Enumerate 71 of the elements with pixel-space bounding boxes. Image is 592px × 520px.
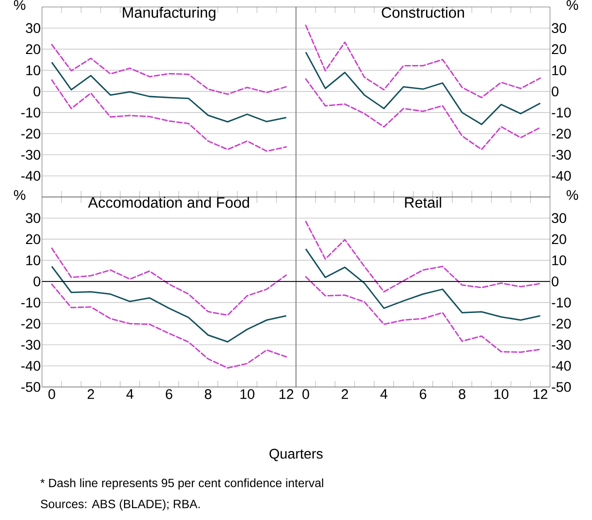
- y-tick-label: 0: [34, 276, 40, 286]
- y-axis-title: %: [14, 0, 26, 10]
- y-tick-label: 10: [26, 65, 40, 76]
- line-series: [305, 248, 541, 321]
- line-series: [51, 62, 287, 123]
- y-tick-label: 30: [552, 213, 566, 224]
- y-tick-label: -30: [552, 150, 571, 160]
- x-tick-label: 0: [302, 389, 310, 400]
- text: * Dash line represents 95 per cent confidence interval: [40, 478, 324, 490]
- y-tick-label: -40: [21, 360, 40, 371]
- y-tick-label: 30: [552, 23, 566, 34]
- line-series: [305, 51, 541, 126]
- x-tick-label: 4: [380, 389, 388, 399]
- x-tick-label: 0: [48, 389, 56, 400]
- x-tick-label: 6: [166, 389, 172, 400]
- y-tick-label: -10: [552, 108, 571, 118]
- y-tick-label: 10: [552, 255, 566, 266]
- y-tick-label: 0: [552, 86, 558, 96]
- y-tick-label: -20: [552, 318, 571, 329]
- line-series: [51, 79, 287, 152]
- x-axis-title: Quarters: [270, 448, 323, 462]
- y-tick-label: -10: [21, 298, 40, 308]
- x-tick-label: 2: [88, 389, 94, 399]
- y-tick-label: -20: [552, 128, 571, 139]
- line-series: [51, 44, 287, 95]
- line-series: [51, 266, 287, 343]
- y-tick-label: 20: [26, 44, 40, 54]
- y-tick-label: -40: [21, 170, 40, 181]
- chart-title: Accomodation and Food: [88, 196, 250, 208]
- line-series: [305, 276, 541, 353]
- y-tick-label: -30: [552, 340, 571, 350]
- source-note: Sources: ABS (BLADE); RBA.: [40, 499, 200, 511]
- line-series: [305, 24, 541, 98]
- x-tick-label: 8: [458, 389, 466, 400]
- line-series: [305, 220, 541, 292]
- x-tick-label: 10: [494, 389, 508, 400]
- y-tick-label: 10: [26, 255, 40, 266]
- line-series: [51, 283, 287, 369]
- y-axis-title: %: [14, 190, 26, 200]
- y-tick-label: -30: [21, 340, 40, 350]
- y-axis-title: %: [566, 0, 578, 10]
- y-tick-label: -10: [21, 108, 40, 118]
- y-tick-label: 20: [552, 44, 566, 54]
- y-tick-label: -30: [21, 150, 40, 160]
- y-tick-label: -50: [552, 382, 571, 392]
- chart-title: Construction: [382, 6, 464, 18]
- y-tick-label: -40: [552, 360, 571, 371]
- y-tick-label: -20: [21, 318, 40, 329]
- x-tick-label: 6: [420, 389, 426, 400]
- x-tick-label: 8: [204, 389, 212, 400]
- y-tick-label: 0: [34, 86, 40, 96]
- y-tick-label: 10: [552, 65, 566, 76]
- line-series: [51, 248, 287, 316]
- chart-title: Manufacturing: [122, 6, 216, 21]
- y-tick-label: 0: [552, 276, 558, 286]
- x-tick-label: 2: [342, 389, 348, 399]
- y-tick-label: -20: [21, 128, 40, 139]
- y-tick-label: 30: [26, 23, 40, 34]
- y-tick-label: -10: [552, 298, 571, 308]
- y-tick-label: 30: [26, 213, 40, 224]
- x-tick-label: 12: [534, 389, 548, 399]
- y-tick-label: 20: [552, 234, 566, 244]
- chart-title: Retail: [405, 196, 442, 208]
- y-tick-label: 20: [26, 234, 40, 244]
- y-tick-label: -50: [21, 382, 40, 392]
- x-tick-label: 4: [126, 389, 134, 399]
- y-tick-label: -40: [552, 170, 571, 181]
- x-tick-label: 12: [280, 389, 294, 399]
- x-tick-label: 10: [240, 389, 254, 400]
- y-axis-title: %: [566, 190, 578, 200]
- line-series: [305, 78, 541, 150]
